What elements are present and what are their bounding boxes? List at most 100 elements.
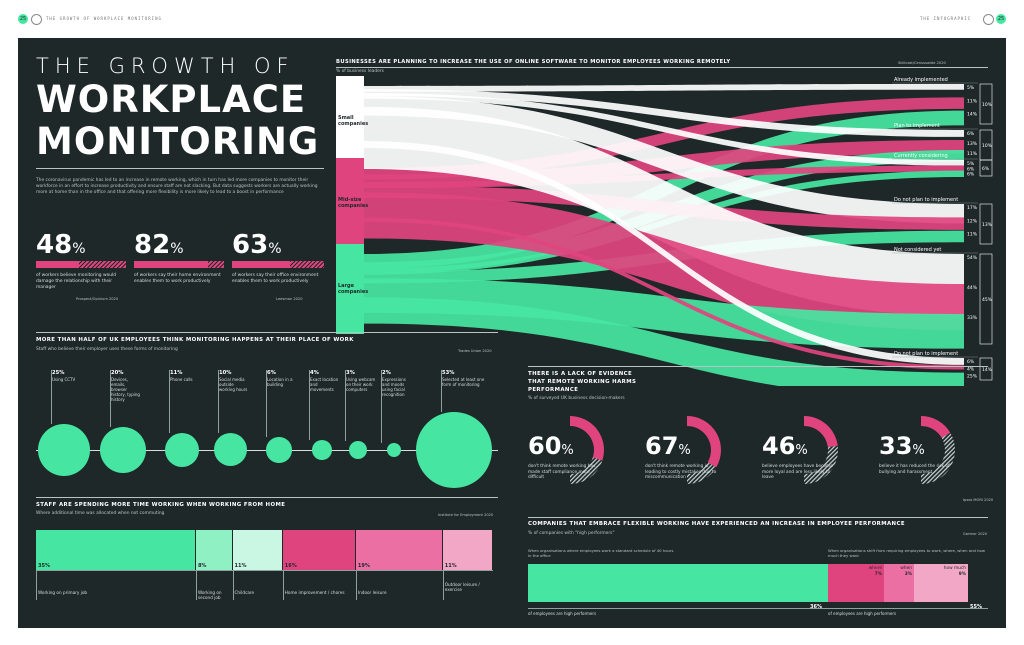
lack-value: 60%: [528, 432, 574, 460]
hours-pct: 35%: [38, 563, 50, 569]
uk-source: Trades Union 2020: [458, 349, 492, 353]
page-ring-right-icon: [983, 14, 994, 25]
lack-ring: [921, 416, 955, 484]
sankey-target-value: 12%: [967, 218, 978, 224]
bubble: [311, 439, 333, 461]
hours-label: Indoor leisure: [357, 590, 387, 595]
bubble-pct: 3%: [346, 370, 355, 376]
lack-ring-fill: [804, 416, 838, 447]
sankey-total-box: [979, 357, 993, 381]
flex-left-caption: of employees are high performers: [528, 611, 597, 616]
hours-chart: 35% Working on primary job 8% Working on se…: [36, 530, 493, 608]
sankey-target-value: 5%: [967, 85, 975, 91]
hours-pct: 16%: [284, 563, 297, 569]
flex-source: Gartner 2020: [963, 532, 988, 536]
sankey-source-node: [336, 76, 364, 166]
stat-value: 48: [36, 230, 73, 260]
hours-leader: [195, 570, 197, 600]
bubble: [99, 426, 147, 474]
hours-rule: [36, 497, 498, 498]
hours-leader: [232, 570, 234, 600]
sankey-total-value: 6%: [982, 166, 990, 172]
sankey-target-value: 6%: [967, 166, 975, 172]
stat-bar-fill: [232, 261, 290, 268]
bubble-leader: [51, 370, 52, 424]
stat-unit: %: [170, 241, 184, 257]
sankey-target-value: 14%: [967, 112, 978, 118]
sankey-total-box: [979, 159, 993, 177]
bubble-leader: [218, 370, 219, 434]
flex-left-note: When organisations where employees work …: [528, 548, 674, 558]
bubble-pct: 53%: [442, 370, 455, 376]
bubble: [348, 440, 368, 460]
bubble-leader: [441, 370, 442, 412]
flex-part-label: how much: [943, 566, 966, 571]
lack-ring-rest: [921, 432, 955, 484]
flex-part-pct: 7%: [874, 572, 882, 577]
page-ring-left-icon: [31, 14, 42, 25]
bubble-label: Phone calls: [170, 377, 193, 382]
bubble-pct: 2%: [382, 370, 391, 376]
hours-baseline: [36, 570, 493, 571]
hours-leader: [442, 570, 444, 600]
stat-value: 82: [134, 230, 171, 260]
stats-source-right: Leesman 2020: [276, 297, 303, 301]
uk-chart: 25% Using CCTV 20% Devices, emails, browser…: [36, 358, 498, 498]
bubble: [416, 412, 492, 488]
sankey-target-label: Do not plan to implement: [894, 351, 958, 357]
sankey-target-value: 33%: [967, 315, 978, 321]
bubble-label: Exact location and movements: [310, 377, 339, 392]
bubble-label: Location in a building: [267, 377, 293, 387]
flex-right-part: [828, 564, 884, 602]
stat-text: of workers say their home environment en…: [134, 273, 221, 284]
bubble-leader: [266, 370, 267, 438]
stat-block: 63% of workers say their office environm…: [232, 230, 324, 284]
sankey-flow: [364, 89, 964, 137]
lack-text: believe it has reduced the risk of bully…: [879, 464, 950, 475]
sankey-total-box: [979, 253, 993, 345]
lack-value: 46%: [762, 432, 808, 460]
hours-pct: 19%: [357, 563, 370, 569]
sankey-source-node: [336, 158, 364, 248]
lack-ring: [570, 416, 604, 484]
bubble: [386, 442, 402, 458]
lack-title: THERE IS A LACK OF EVIDENCE THAT REMOTE …: [528, 371, 637, 393]
lack-ring-fill: [921, 416, 951, 438]
hours-label: Outdoor leisure / exercise: [444, 582, 480, 592]
bubble-pct: 6%: [267, 370, 276, 376]
sankey-source-node: [336, 244, 364, 334]
hours-leader: [355, 570, 357, 600]
sankey-rule: [336, 67, 988, 68]
lack-ring-rest: [687, 462, 717, 484]
lack-subtitle: % of surveyed UK business decision-maker…: [528, 396, 625, 401]
flex-part-pct: 3%: [904, 572, 912, 577]
sankey-source-label: Mid-size companies: [338, 197, 368, 209]
flex-part-pct: 9%: [958, 572, 966, 577]
flex-title: COMPANIES THAT EMBRACE FLEXIBLE WORKING …: [528, 521, 905, 527]
bubble-label: Selected at least one form of monitoring: [442, 377, 485, 387]
sankey-flow: [364, 278, 964, 349]
hours-source: Institute for Employment 2020: [438, 513, 494, 517]
sankey-total-value: 45%: [982, 297, 993, 303]
sankey-target-value: 11%: [967, 151, 978, 157]
infographic-spread: THE GROWTH OF WORKPLACE MONITORING The c…: [18, 38, 1006, 628]
bubble-pct: 10%: [219, 370, 232, 376]
sankey-total-value: 10%: [982, 143, 993, 149]
lack-ring: [804, 416, 838, 484]
sankey-total-box: [979, 83, 993, 125]
hero-divider: [36, 168, 324, 169]
hours-segment: [232, 530, 283, 570]
hours-label: Childcare: [234, 590, 255, 595]
sankey-source-label: Small companies: [338, 115, 368, 127]
stat-unit: %: [72, 241, 86, 257]
sankey-flow: [364, 106, 964, 317]
hours-label: Working on primary job: [38, 590, 88, 595]
lack-unit: %: [561, 443, 574, 458]
hero-line-1: THE GROWTH OF: [36, 54, 295, 78]
sankey-target-value: 11%: [967, 232, 978, 238]
page-number-left: 25: [18, 14, 28, 24]
bubble-label: Social media outside working hours: [219, 377, 248, 392]
bubble-leader: [169, 370, 170, 433]
flex-right-value: 55%: [970, 604, 982, 610]
lack-text: believe employees have become more loyal…: [762, 464, 833, 481]
